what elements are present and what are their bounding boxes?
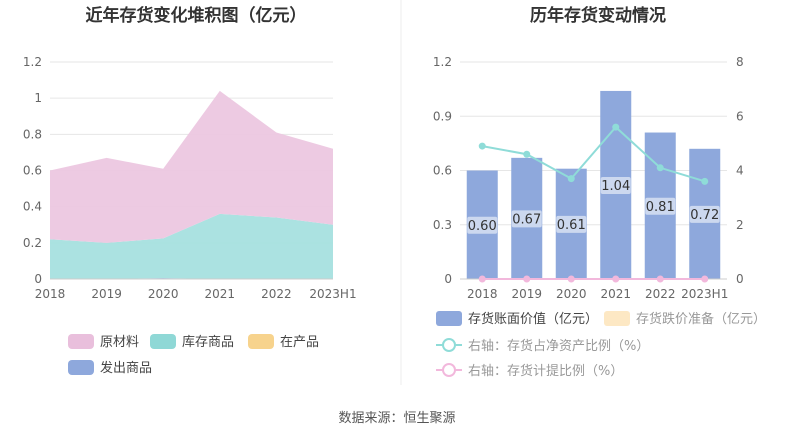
left-x-tick: 2021 <box>205 287 236 301</box>
left-y-tick: 0 <box>34 272 42 286</box>
legend-line-marker <box>442 363 456 377</box>
right-bars: 0.60 0.67 0.61 1.04 0.81 0.72 <box>460 90 727 280</box>
left-axis-ticks: 0 0.2 0.4 0.6 0.8 1 1.2 2018 2019 2020 2021 2022 202… <box>23 55 357 301</box>
right-x-tick: 2018 <box>467 287 498 301</box>
legend-label-库存商品: 库存商品 <box>182 334 234 350</box>
bar-label-bg <box>467 216 498 234</box>
bar-value-label: 0.81 <box>646 200 675 215</box>
left-x-tick: 2020 <box>148 287 179 301</box>
right-y-right-tick: 0 <box>736 272 744 286</box>
right-y-left-tick: 0.9 <box>433 109 452 123</box>
legend-swatch-provision <box>604 311 630 326</box>
bar-label-bg <box>645 197 676 215</box>
line-point <box>523 275 531 283</box>
line-point <box>701 275 709 283</box>
legend-label-在产品: 在产品 <box>280 335 319 350</box>
bar-label-bg <box>556 215 587 233</box>
legend-swatch-发出商品 <box>68 360 94 375</box>
area-库存商品 <box>50 213 333 279</box>
right-y-right-tick: 4 <box>736 164 744 178</box>
right-chart-title: 历年存货变动情况 <box>530 5 666 26</box>
left-y-tick: 0.8 <box>23 127 42 141</box>
right-x-tick: 2019 <box>511 287 542 301</box>
left-areas <box>50 90 333 280</box>
legend-line-marker <box>442 338 456 352</box>
right-y-left-tick: 0.6 <box>433 164 452 178</box>
bar-label-bg <box>600 176 631 194</box>
line-point <box>478 275 486 283</box>
legend-swatch-库存商品 <box>150 334 176 349</box>
data-source: 数据来源：恒生聚源 <box>338 411 455 426</box>
right-y-left-tick: 1.2 <box>433 55 452 69</box>
left-x-tick: 2019 <box>91 287 122 301</box>
right-y-right-tick: 8 <box>736 55 744 69</box>
bar-value-label: 0.60 <box>468 219 497 234</box>
right-axis-ticks: 0 0.3 0.6 0.9 1.2 0 2 4 6 8 2018 2019 2020 2021 2022 20… <box>433 55 744 301</box>
line-point <box>567 175 575 183</box>
right-grid <box>460 61 727 280</box>
bar-value-label: 0.61 <box>557 218 586 233</box>
right-legend: 存货账面价值（亿元） 存货跌价准备（亿元） 右轴：存货占净资产比例（%） 右轴：存货计… <box>436 311 766 379</box>
bar-value-label: 0.72 <box>690 208 719 223</box>
line-point <box>701 177 709 185</box>
left-y-tick: 0.4 <box>23 200 42 214</box>
area-原材料 <box>50 90 333 243</box>
right-y-right-tick: 2 <box>736 218 744 232</box>
line-point <box>612 275 620 283</box>
bar-value-label: 1.04 <box>601 179 630 194</box>
left-y-tick: 1 <box>34 91 42 105</box>
left-y-tick: 1.2 <box>23 55 42 69</box>
legend-label-line: 右轴：存货计提比例（%） <box>468 363 623 379</box>
line-point <box>612 123 620 131</box>
right-lines <box>478 123 709 283</box>
legend-swatch-原材料 <box>68 334 94 349</box>
right-x-tick: 2022 <box>645 287 676 301</box>
left-x-tick: 2018 <box>35 287 66 301</box>
left-x-tick: 2023H1 <box>309 287 356 301</box>
legend-label-bars: 存货账面价值（亿元） <box>468 311 598 327</box>
line-point <box>567 275 575 283</box>
line-point <box>656 275 664 283</box>
legend-swatch-bars <box>436 311 462 326</box>
legend-swatch-在产品 <box>248 334 274 349</box>
right-x-tick: 2020 <box>556 287 587 301</box>
bar-label-bg <box>511 210 542 228</box>
right-y-right-tick: 6 <box>736 109 744 123</box>
line-inventory-to-net-assets <box>482 125 706 183</box>
right-y-left-tick: 0.3 <box>433 218 452 232</box>
left-y-tick: 0.6 <box>23 164 42 178</box>
right-x-tick: 2023H1 <box>681 287 728 301</box>
legend-label-原材料: 原材料 <box>100 335 139 350</box>
right-x-tick: 2021 <box>600 287 631 301</box>
legend-label-发出商品: 发出商品 <box>100 360 152 376</box>
left-y-tick: 0.2 <box>23 236 42 250</box>
bar-value-label: 0.67 <box>512 212 541 227</box>
legend-label-line: 右轴：存货占净资产比例（%） <box>468 338 649 354</box>
line-point <box>656 164 664 172</box>
left-chart-title: 近年存货变化堆积图（亿元） <box>86 5 307 26</box>
left-x-tick: 2022 <box>261 287 292 301</box>
line-point <box>523 150 531 158</box>
line-point <box>478 142 486 150</box>
right-y-left-tick: 0 <box>444 272 452 286</box>
bar-label-bg <box>689 205 720 223</box>
legend-label-provision: 存货跌价准备（亿元） <box>636 311 766 327</box>
